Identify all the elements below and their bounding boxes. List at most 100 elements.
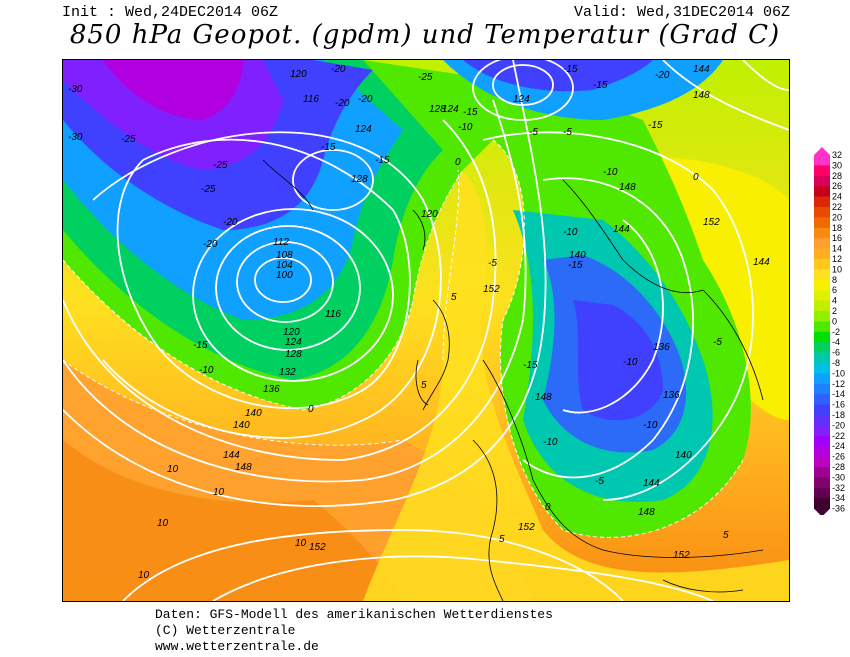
legend-swatch	[814, 259, 830, 270]
gp-label: 108	[276, 250, 293, 261]
gp-label: 140	[245, 408, 262, 419]
temp-label: -10	[563, 227, 578, 238]
gp-label: 100	[276, 270, 293, 281]
temp-label: -10	[623, 357, 638, 368]
legend-level-label: 26	[832, 181, 842, 191]
legend-level-label: -24	[832, 441, 845, 451]
temp-label: -15	[523, 360, 538, 371]
legend-arrow-bottom	[814, 508, 830, 517]
gp-label: 144	[693, 64, 710, 75]
legend-swatch	[814, 248, 830, 260]
temp-label: -10	[458, 122, 473, 133]
gp-label: 140	[569, 250, 586, 261]
temp-label: -30	[68, 84, 83, 95]
legend-swatch	[814, 331, 830, 343]
legend-swatch	[814, 207, 830, 218]
legend-swatch	[814, 227, 830, 239]
legend-level-label: 22	[832, 202, 842, 212]
gp-label: 116	[303, 94, 319, 105]
legend-level-label: -10	[832, 368, 845, 378]
legend-level-label: 8	[832, 275, 837, 285]
legend-level-label: -12	[832, 379, 845, 389]
temp-label: -25	[201, 184, 216, 195]
legend-level-label: 6	[832, 285, 837, 295]
warm-region-south	[63, 440, 403, 601]
gp-label: 120	[421, 209, 438, 220]
legend-level-label: 0	[832, 316, 837, 326]
legend-level-label: -26	[832, 452, 845, 462]
temp-label: -20	[655, 70, 670, 81]
legend-swatch	[814, 373, 830, 385]
temp-label: -15	[321, 142, 336, 153]
temperature-legend: 32 30 28 26 24 22 20 18 16 14 12 10 8 6 4 2 0 -2 -4 -6 -8 -10…	[812, 147, 848, 517]
temp-label: -20	[223, 217, 238, 228]
legend-swatch	[814, 363, 830, 374]
gp-label: 136	[653, 342, 670, 353]
legend-swatch	[814, 342, 830, 353]
gp-label: 148	[235, 462, 252, 473]
temp-label: -15	[648, 120, 663, 131]
gp-label: 124	[285, 337, 302, 348]
temp-label: 10	[157, 518, 169, 529]
temp-label: 10	[213, 487, 225, 498]
gp-label: 144	[613, 224, 630, 235]
legend-level-label: -22	[832, 431, 845, 441]
temperature-isolines	[63, 139, 744, 538]
gp-label: 148	[619, 182, 636, 193]
temp-label: -15	[463, 107, 478, 118]
legend-scale: 32302826242220181614121086420-2-4-6-8-10…	[814, 147, 845, 517]
legend-swatch	[814, 165, 830, 177]
legend-level-label: 10	[832, 264, 842, 274]
legend-level-label: -6	[832, 348, 840, 358]
legend-swatch	[814, 498, 830, 509]
legend-swatch	[814, 196, 830, 208]
temp-label: 10	[138, 570, 150, 581]
legend-swatch	[814, 446, 830, 457]
legend-swatch	[814, 352, 830, 364]
legend-swatch	[814, 477, 830, 489]
legend-swatch	[814, 300, 830, 312]
temp-label: -10	[643, 420, 658, 431]
gp-label: 152	[673, 550, 690, 561]
legend-level-label: 30	[832, 160, 842, 170]
legend-swatch	[814, 394, 830, 405]
legend-swatch	[814, 415, 830, 426]
gp-label: 144	[223, 450, 240, 461]
gp-label: 104	[276, 260, 293, 271]
temp-label: -15	[193, 340, 208, 351]
legend-level-label: -20	[832, 420, 845, 430]
copyright: (C) Wetterzentrale	[155, 623, 296, 638]
legend-level-label: -30	[832, 472, 845, 482]
gp-label: 136	[263, 384, 280, 395]
temp-label: -20	[331, 64, 346, 75]
gp-label: 132	[279, 367, 296, 378]
legend-level-label: 2	[832, 306, 837, 316]
gp-label: 148	[535, 392, 552, 403]
legend-level-label: -14	[832, 389, 845, 399]
temp-label: 5	[499, 534, 505, 545]
temp-label: 5	[723, 530, 729, 541]
legend-level-label: 20	[832, 212, 842, 222]
website-url: www.wetterzentrale.de	[155, 639, 319, 654]
temp-label: -5	[595, 476, 604, 487]
legend-swatch	[814, 217, 830, 229]
legend-swatch	[814, 186, 830, 197]
legend-level-label: 4	[832, 296, 837, 306]
temp-label: 0	[455, 157, 461, 168]
footer: Daten: GFS-Modell des amerikanischen Wet…	[155, 607, 553, 655]
legend-level-label: 24	[832, 192, 842, 202]
temp-label: -20	[203, 239, 218, 250]
legend-level-label: -34	[832, 493, 845, 503]
gp-label: 144	[643, 478, 660, 489]
gp-label: 128	[285, 349, 302, 360]
temp-label: 0	[693, 172, 699, 183]
temp-label: -20	[335, 98, 350, 109]
gp-label: 116	[325, 309, 341, 320]
temp-label: -25	[418, 72, 433, 83]
temp-label: -15	[568, 260, 583, 271]
legend-swatch	[814, 383, 830, 395]
coldest-region	[103, 60, 243, 120]
gp-label: 128	[351, 174, 368, 185]
init-time: Init : Wed,24DEC2014 06Z	[62, 4, 279, 21]
legend-swatch	[814, 238, 830, 249]
